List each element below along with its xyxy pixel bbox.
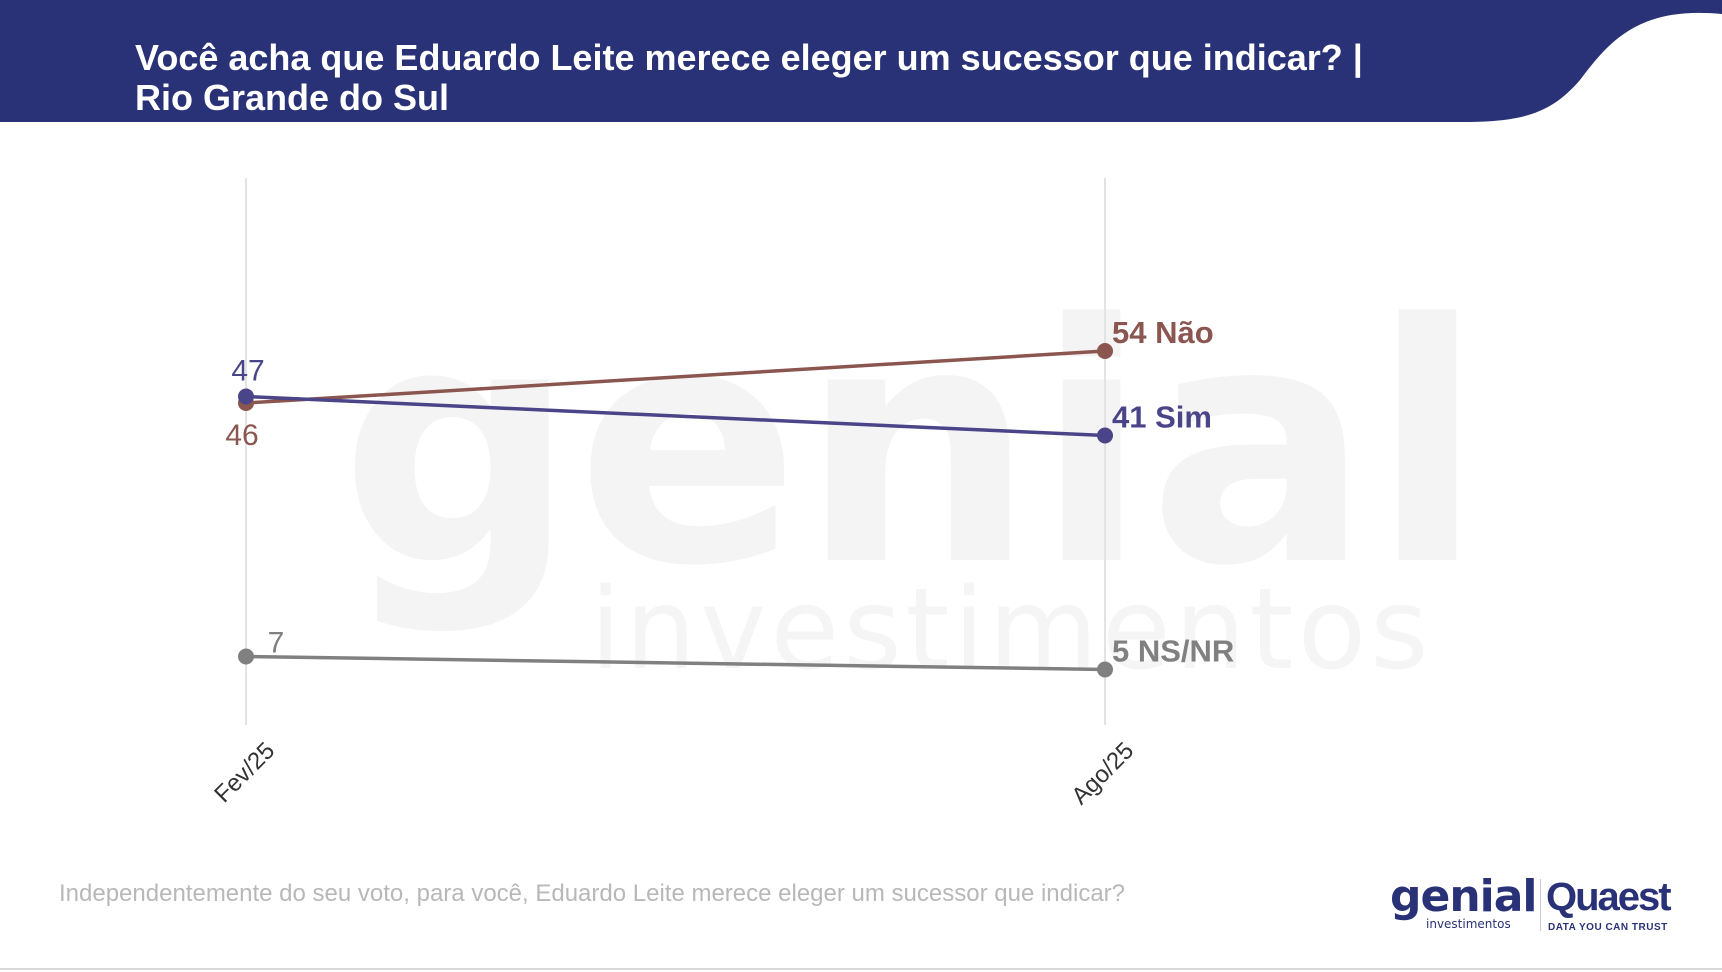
title-line-1: Você acha que Eduardo Leite merece elege…	[135, 37, 1363, 78]
data-label: 7	[268, 627, 285, 660]
genial-logo: genial	[1390, 871, 1538, 922]
series-end-label: 5 NS/NR	[1112, 634, 1234, 669]
header-shape	[0, 0, 1722, 122]
watermark-word: genial	[340, 254, 1484, 638]
line-chart: genial investimentos 46 54 Não 47 41 Sim 7 5 …	[209, 178, 1484, 810]
title-line-2: Rio Grande do Sul	[135, 77, 450, 118]
series-line	[245, 349, 1106, 405]
bottom-rule	[0, 968, 1722, 970]
header-banner: Você acha que Eduardo Leite merece elege…	[0, 0, 1722, 125]
x-tick-label: Ago/25	[1066, 737, 1139, 810]
logos: genial investimentos Quaest DATA YOU CAN…	[1390, 875, 1690, 935]
question-footnote: Independentemente do seu voto, para você…	[59, 880, 1126, 907]
data-point	[1097, 661, 1113, 678]
quaest-logo-sub: DATA YOU CAN TRUST	[1548, 922, 1668, 933]
watermark: genial investimentos	[340, 254, 1484, 695]
series-line	[245, 654, 1106, 672]
data-point	[238, 388, 254, 405]
data-label: 47	[231, 355, 264, 388]
data-point	[238, 648, 254, 665]
x-tick-label: Fev/25	[209, 737, 280, 808]
data-point	[1097, 427, 1113, 444]
series-end-label: 41 Sim	[1112, 400, 1212, 435]
logo-divider	[1540, 879, 1541, 931]
data-point	[1097, 343, 1113, 359]
quaest-logo: Quaest	[1546, 875, 1672, 919]
series-end-label: 54 Não	[1112, 315, 1214, 350]
watermark-sub: investimentos	[590, 565, 1432, 695]
data-label: 46	[225, 419, 258, 452]
series-line	[245, 394, 1106, 438]
genial-logo-sub: investimentos	[1426, 917, 1511, 931]
page-title: Você acha que Eduardo Leite merece elege…	[135, 38, 1435, 118]
